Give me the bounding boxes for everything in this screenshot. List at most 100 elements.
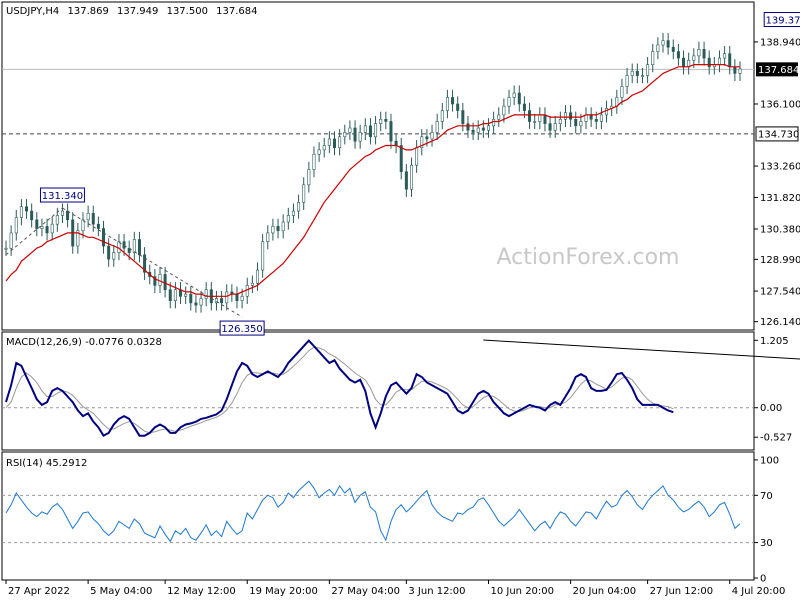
candle-body — [646, 64, 650, 76]
candle-body — [358, 132, 362, 142]
candle-body — [558, 118, 562, 124]
price-annotation-label: 139.370 — [766, 16, 800, 27]
high-value: 137.949 — [117, 6, 158, 17]
candle-body — [302, 184, 306, 203]
candle-body — [476, 127, 480, 133]
candle-body — [445, 97, 449, 111]
candle-body — [635, 70, 639, 76]
candle-body — [271, 226, 275, 234]
candle-body — [343, 132, 347, 138]
candle-body — [240, 296, 244, 301]
price-ytick-label: 138.940 — [760, 37, 800, 48]
candle-body — [569, 112, 573, 120]
candle-body — [333, 138, 337, 148]
pattern-line — [5, 207, 63, 256]
candle-body — [66, 210, 70, 221]
candle-body — [4, 247, 8, 250]
candle-body — [132, 239, 136, 253]
candle-body — [112, 252, 116, 260]
candle-body — [127, 247, 131, 253]
candle-body — [512, 92, 516, 98]
candle-body — [363, 125, 367, 133]
candle-body — [723, 53, 727, 59]
candle-body — [563, 112, 567, 120]
candle-body — [666, 40, 670, 48]
candle-body — [35, 219, 39, 229]
candle-body — [425, 136, 429, 140]
candle-body — [471, 129, 475, 133]
candle-body — [466, 123, 470, 131]
candle-body — [574, 118, 578, 127]
candle-body — [589, 114, 593, 120]
macd-title: MACD(12,26,9) -0.0776 0.0328 — [6, 337, 162, 348]
candle-body — [389, 121, 393, 142]
candle-body — [45, 226, 49, 234]
x-tick-label: 3 Jun 12:00 — [408, 586, 465, 597]
price-panel: 139.370 131.340 126.350 138.940 136.100 133.2… — [2, 12, 800, 336]
moving-average-line — [5, 63, 740, 297]
candle-body — [415, 147, 419, 166]
candle-body — [440, 110, 444, 122]
candle-body — [543, 114, 547, 124]
candle-body — [404, 171, 408, 190]
candle-body — [486, 125, 490, 131]
candle-body — [173, 289, 177, 301]
candle-body — [625, 75, 629, 87]
watermark: ActionForex.com — [497, 245, 680, 270]
candle-body — [266, 232, 270, 242]
candle-body — [384, 118, 388, 122]
candle-body — [55, 215, 59, 225]
candle-body — [184, 293, 188, 297]
candle-body — [517, 92, 521, 105]
candle-body — [297, 202, 301, 212]
candle-body — [502, 105, 506, 116]
candle-body — [399, 145, 403, 173]
candle-body — [281, 221, 285, 232]
candle-body — [702, 49, 706, 59]
rsi-ytick-label: 0 — [760, 574, 766, 585]
candle-body — [661, 40, 665, 46]
candle-body — [538, 114, 542, 122]
symbol-label: USDJPY,H4 — [6, 6, 59, 17]
x-axis: 27 Apr 2022 5 May 04:00 12 May 12:00 19 May… — [5, 580, 786, 597]
price-ytick-label: 126.140 — [760, 317, 800, 328]
rsi-panel-frame — [1, 451, 755, 581]
macd-ytick-label: -0.527 — [760, 433, 792, 444]
x-tick-label: 4 Jul 20:00 — [732, 586, 786, 597]
candle-body — [692, 55, 696, 61]
candle-body — [194, 302, 198, 306]
candle-body — [409, 164, 413, 190]
candle-body — [671, 46, 675, 52]
candle-body — [189, 293, 193, 304]
candle-body — [261, 241, 265, 271]
level-price-tag-label: 134.730 — [758, 129, 799, 140]
candle-body — [50, 223, 54, 234]
rsi-line — [5, 480, 741, 543]
candle-body — [461, 110, 465, 124]
candle-body — [430, 132, 434, 140]
x-tick-label: 12 May 12:00 — [167, 586, 236, 597]
candle-body — [594, 118, 598, 122]
rsi-ytick-label: 30 — [760, 538, 773, 549]
candle-body — [435, 121, 439, 133]
candle-body — [40, 226, 44, 229]
candle-body — [553, 123, 557, 131]
candle-body — [60, 210, 64, 216]
candle-body — [220, 298, 224, 304]
candle-body — [733, 66, 737, 74]
candle-body — [374, 123, 378, 138]
candle-body — [728, 53, 732, 68]
candle-body — [14, 217, 18, 234]
candle-body — [250, 282, 254, 286]
x-tick-label: 5 May 04:00 — [90, 586, 152, 597]
candle-body — [204, 289, 208, 299]
x-tick-label: 19 May 20:00 — [249, 586, 318, 597]
macd-panel: 1.205 0.00 -0.527 — [2, 336, 800, 444]
rsi-panel: 100 70 30 0 — [2, 455, 779, 585]
candle-body — [107, 245, 111, 260]
candle-body — [143, 254, 147, 273]
candle-body — [307, 169, 311, 186]
price-annotation-box — [39, 187, 85, 203]
candle-body — [214, 298, 218, 304]
